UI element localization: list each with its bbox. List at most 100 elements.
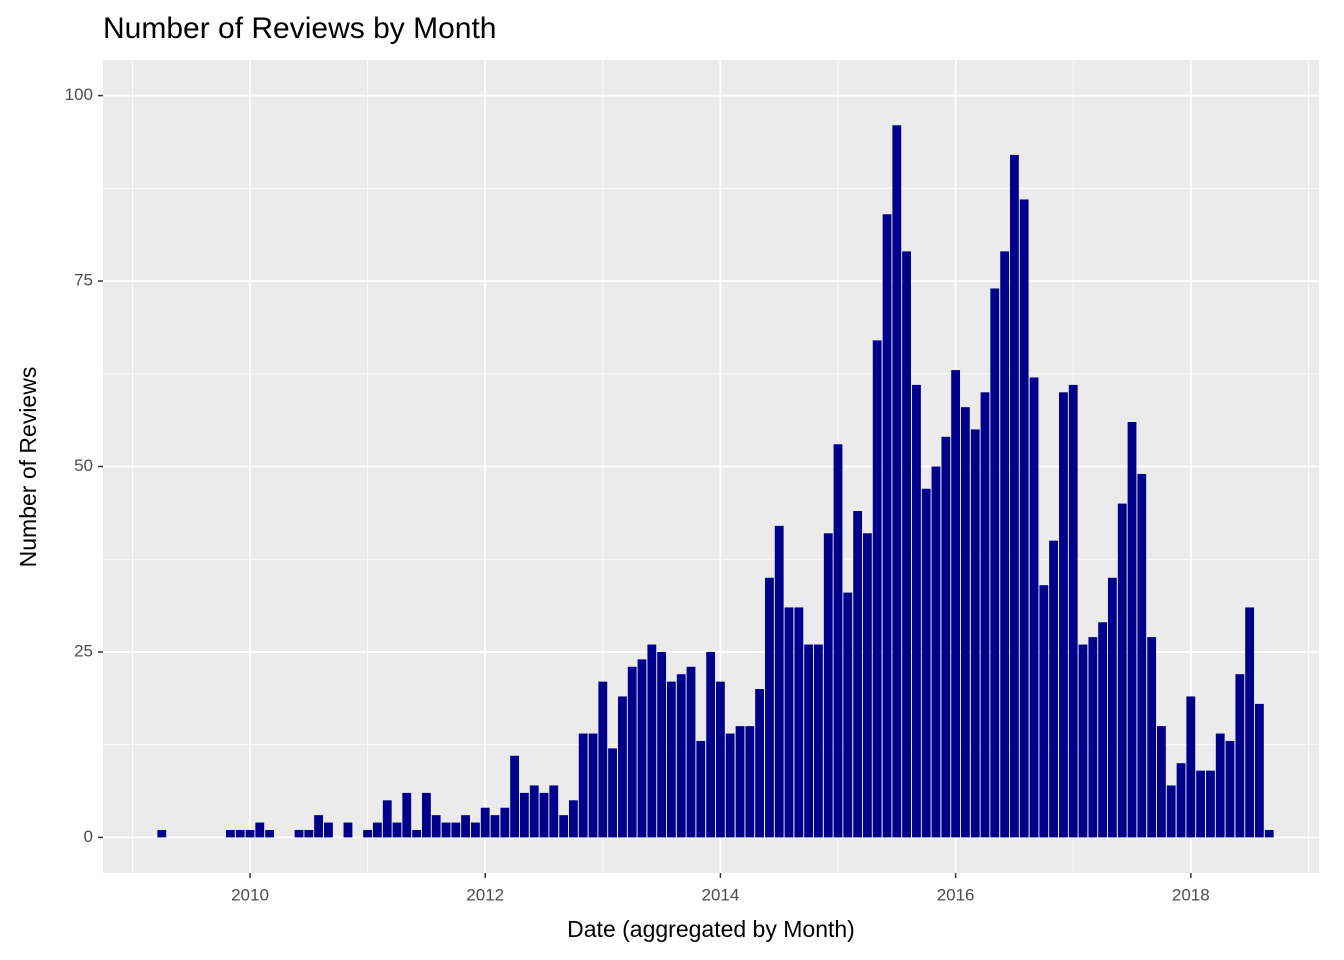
- bar: [696, 740, 706, 838]
- bar: [1049, 540, 1058, 838]
- bar: [461, 815, 470, 838]
- bar: [1186, 696, 1196, 838]
- bar: [735, 726, 745, 838]
- bar: [1098, 622, 1108, 838]
- bar: [1254, 703, 1264, 838]
- bar: [568, 800, 578, 838]
- bar: [1088, 637, 1098, 838]
- bar: [755, 689, 764, 838]
- bar: [912, 384, 921, 838]
- bar: [480, 807, 490, 838]
- bar: [1039, 585, 1049, 838]
- bar: [990, 288, 1000, 838]
- bar: [304, 829, 314, 838]
- bar: [872, 340, 882, 838]
- bar: [314, 815, 323, 838]
- bar: [892, 125, 902, 838]
- bar: [235, 829, 245, 838]
- bar: [980, 392, 990, 838]
- bar: [1029, 377, 1039, 838]
- bar: [255, 822, 265, 838]
- x-tick-label: 2018: [1172, 885, 1210, 904]
- bar: [1206, 770, 1215, 838]
- bar: [725, 733, 735, 838]
- bar: [784, 607, 794, 838]
- bar: [970, 429, 980, 838]
- bar: [1264, 829, 1274, 838]
- bar: [960, 407, 970, 838]
- bar: [765, 577, 774, 838]
- bar: [490, 815, 500, 838]
- bar: [637, 659, 647, 838]
- bar: [1157, 726, 1166, 838]
- bar: [608, 748, 617, 838]
- bar: [1215, 733, 1225, 838]
- bar: [921, 488, 931, 838]
- y-tick-label: 0: [84, 827, 93, 846]
- bar: [431, 815, 441, 838]
- bar: [843, 592, 853, 838]
- bar: [715, 681, 725, 838]
- bar: [578, 733, 588, 838]
- bar: [324, 822, 333, 838]
- bar: [863, 533, 872, 838]
- bar: [451, 822, 461, 838]
- bar: [1196, 770, 1205, 838]
- bar: [363, 829, 373, 838]
- bar: [941, 436, 951, 838]
- y-axis-label: Number of Reviews: [15, 367, 41, 568]
- bar: [294, 829, 304, 838]
- bar: [382, 800, 392, 838]
- x-tick-label: 2012: [466, 885, 504, 904]
- bar: [500, 807, 510, 838]
- bar: [1127, 421, 1137, 838]
- y-tick-label: 25: [74, 641, 93, 660]
- bar: [392, 822, 402, 838]
- bar: [853, 511, 863, 838]
- bar: [902, 251, 911, 838]
- bar: [882, 214, 892, 838]
- bar: [539, 792, 549, 838]
- bar: [510, 755, 520, 838]
- bar: [441, 822, 451, 838]
- x-tick-label: 2010: [231, 885, 269, 904]
- bar: [931, 466, 941, 838]
- x-axis-label: Date (aggregated by Month): [567, 916, 855, 942]
- bar: [1235, 674, 1245, 838]
- bar: [1147, 637, 1157, 838]
- bar: [618, 696, 627, 838]
- bar: [1166, 785, 1176, 838]
- bar: [1117, 503, 1127, 838]
- bar: [588, 733, 598, 838]
- bar: [804, 644, 814, 838]
- bar: [157, 829, 167, 838]
- bar: [402, 792, 412, 838]
- x-tick-label: 2016: [937, 885, 975, 904]
- bar: [1010, 154, 1019, 838]
- bar: [1078, 644, 1088, 838]
- bar: [686, 666, 696, 838]
- x-tick-label: 2014: [701, 885, 739, 904]
- bar: [1225, 740, 1235, 838]
- bar: [471, 822, 480, 838]
- bar: [666, 681, 676, 838]
- bar: [627, 666, 637, 838]
- bar: [1019, 199, 1029, 838]
- chart-title: Number of Reviews by Month: [103, 12, 497, 45]
- bar: [647, 644, 657, 838]
- bar: [657, 651, 667, 838]
- bar: [1176, 763, 1186, 838]
- bar: [412, 829, 422, 838]
- y-tick-label: 75: [74, 271, 93, 290]
- bar: [1245, 607, 1255, 838]
- bar: [951, 370, 961, 838]
- bar: [559, 815, 569, 838]
- y-tick-label: 50: [74, 456, 93, 475]
- bar: [833, 444, 843, 838]
- bar: [1107, 577, 1117, 838]
- bar: [529, 785, 539, 838]
- bar: [813, 644, 823, 838]
- bar: [1000, 251, 1010, 838]
- bar: [421, 792, 431, 838]
